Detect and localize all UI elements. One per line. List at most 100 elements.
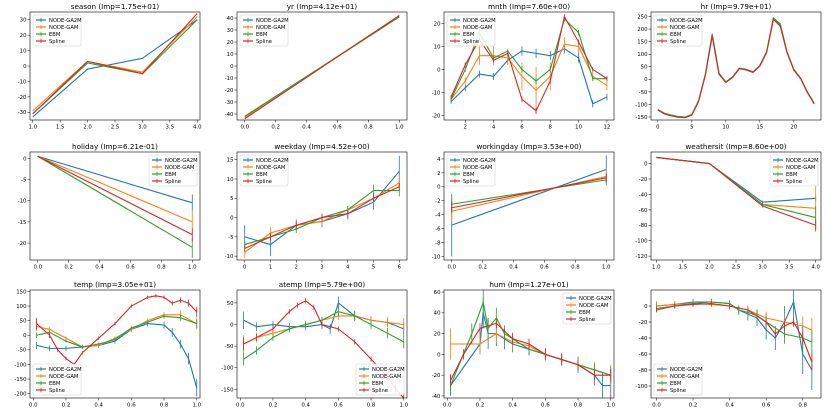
y-tick-label: -5 <box>228 235 233 241</box>
plot-area <box>36 294 198 397</box>
subplot-title: atemp (Imp=5.79e+00) <box>279 280 366 289</box>
y-tick-label: -40 <box>225 112 234 118</box>
y-tick-label: 0 <box>644 161 648 167</box>
y-tick-label: -6 <box>435 227 441 233</box>
axes-frame <box>236 11 408 121</box>
axes-frame <box>650 11 822 121</box>
legend-label: NODE-GA2M <box>463 18 496 24</box>
x-tick-label: 3 <box>320 265 323 271</box>
subplot-6: weekday (Imp=4.52e+00) 0 1 2 3 4 5 6 -10 -5 0 5 10 15… <box>225 142 408 271</box>
series-line <box>451 168 607 226</box>
legend-label: NODE-GAM <box>579 303 608 309</box>
axes-frame <box>650 151 822 261</box>
y-tick-label: -2 <box>435 199 440 205</box>
x-tick-label: 0.0 <box>443 403 452 409</box>
subplot-title: season (Imp=1.75e+01) <box>71 2 160 11</box>
x-tick-label: 15 <box>756 125 763 131</box>
legend-box <box>446 14 496 47</box>
y-tick-label: 2 <box>437 171 440 177</box>
y-tick-label: -50 <box>639 90 648 96</box>
x-tick-label: 0.4 <box>508 403 517 409</box>
legend-label: Spline <box>786 179 802 185</box>
legend-label: NODE-GA2M <box>579 296 612 302</box>
series-spline <box>451 173 607 214</box>
series-line <box>450 333 611 376</box>
series-line <box>37 155 193 236</box>
y-tick-label: 100 <box>16 304 27 310</box>
legend-label: NODE-GAM <box>256 165 285 171</box>
y-tick-label: -10 <box>432 254 441 260</box>
y-tick-label: -15 <box>18 220 27 226</box>
x-tick-label: 1.0 <box>399 403 408 409</box>
subplot-title: temp (Imp=3.05e+01) <box>74 280 156 289</box>
legend-label: NODE-GAM <box>463 25 492 31</box>
x-tick-label: 0.2 <box>689 403 698 409</box>
subplot-title: holiday (Imp=6.21e-01) <box>72 142 158 151</box>
x-tick-label: 1 <box>269 265 272 271</box>
plot-area <box>656 156 817 232</box>
y-tick-label: -10 <box>18 199 27 205</box>
x-tick-label: 1.0 <box>602 265 611 271</box>
x-tick-label: 0.4 <box>302 125 311 131</box>
plot-area <box>657 17 815 119</box>
series-line <box>656 301 813 343</box>
x-tick-label: 4 <box>346 265 350 271</box>
subplot-4: hr (Imp=9.79e+01) 0 5 10 15 20 -150 -100 -50 0 50 1… <box>635 2 822 131</box>
series-spline <box>36 294 198 367</box>
y-tick-label: -10 <box>432 90 441 96</box>
y-tick-label: 20 <box>20 33 27 39</box>
series-node-ga2m <box>32 19 198 118</box>
legend-label: NODE-GAM <box>165 165 194 171</box>
x-tick-label: 0.0 <box>33 265 42 271</box>
x-tick-label: 1.0 <box>395 125 404 131</box>
y-tick-label: -40 <box>639 192 648 198</box>
y-tick-label: -10 <box>225 76 234 82</box>
x-tick-label: 1.0 <box>652 265 661 271</box>
subplot-1: season (Imp=1.75e+01) 1.0 1.5 2.0 2.5 3.0 3.5 4… <box>18 2 202 131</box>
x-tick-label: 2.0 <box>705 265 714 271</box>
x-tick-label: 0.8 <box>364 125 373 131</box>
y-tick-label: 150 <box>637 40 648 46</box>
x-tick-label: 0.0 <box>447 265 456 271</box>
y-tick-label: 0 <box>23 156 27 162</box>
legend-label: Spline <box>670 39 686 45</box>
y-tick-label: -50 <box>18 348 27 354</box>
plot-area <box>244 155 400 259</box>
x-tick-label: 0.2 <box>478 265 487 271</box>
y-tick-label: 0 <box>437 185 441 191</box>
series-ebm <box>656 299 813 354</box>
legend-label: EBM <box>579 310 590 316</box>
x-tick-label: 12 <box>603 125 610 131</box>
y-tick-label: -20 <box>639 177 648 183</box>
series-line <box>451 175 607 212</box>
series-line <box>37 155 193 248</box>
y-tick-label: -40 <box>432 394 441 400</box>
legend-box <box>32 14 82 47</box>
y-tick-label: -20 <box>18 241 27 247</box>
series-line <box>36 314 197 348</box>
legend-label: EBM <box>165 172 176 178</box>
y-tick-label: -150 <box>221 387 234 393</box>
plot-area <box>451 155 607 257</box>
x-tick-label: 0.0 <box>29 403 38 409</box>
x-tick-label: 1.0 <box>606 403 615 409</box>
x-tick-label: 5 <box>372 265 375 271</box>
x-tick-label: 4.0 <box>193 125 202 131</box>
y-tick-label: 50 <box>227 301 234 307</box>
axes-frame <box>443 289 615 399</box>
legend-label: NODE-GAM <box>463 165 492 171</box>
series-spline <box>656 301 813 370</box>
x-tick-label: 10 <box>722 125 729 131</box>
legend-label: NODE-GA2M <box>786 158 819 164</box>
y-tick-label: 20 <box>434 332 441 338</box>
x-tick-label: 0.2 <box>62 403 71 409</box>
legend-label: Spline <box>49 388 65 394</box>
series-node-gam <box>450 325 612 386</box>
subplot-5: holiday (Imp=6.21e-01) 0.0 0.2 0.4 0.6 0.8 1.0… <box>18 142 201 271</box>
legend-box <box>446 154 496 187</box>
